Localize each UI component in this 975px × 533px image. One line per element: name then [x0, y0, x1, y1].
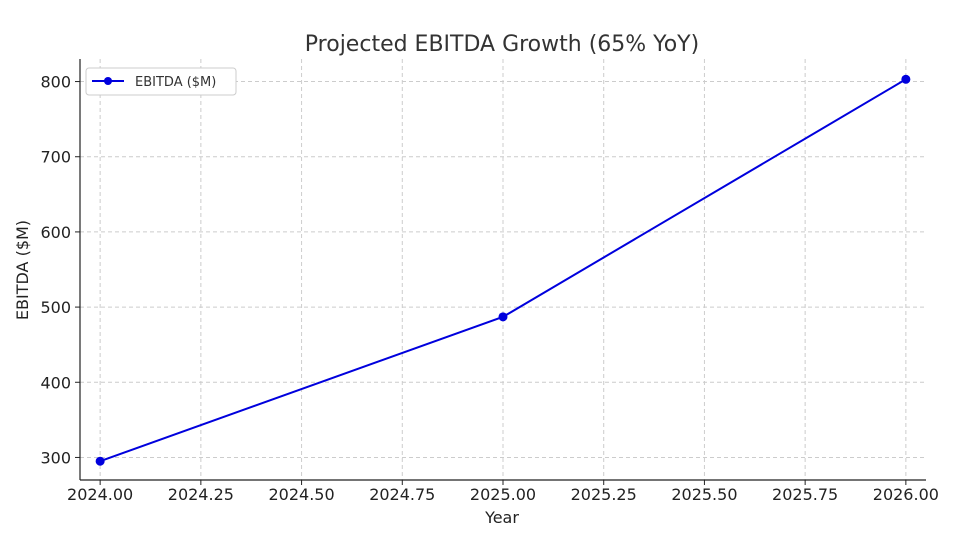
y-tick-label: 500: [40, 298, 71, 317]
data-point: [901, 74, 911, 84]
series-layer: [95, 74, 911, 466]
ticks: 2024.00 2024.25 2024.50 2024.75 2025.00 2025.…: [40, 73, 938, 504]
legend-box: [85, 67, 237, 96]
x-tick-label: 2025.00: [470, 485, 536, 504]
y-axis-label: EBITDA ($M): [13, 220, 32, 320]
x-tick-label: 2025.75: [772, 485, 838, 504]
x-tick-label: 2025.25: [571, 485, 637, 504]
y-tick-label: 600: [40, 223, 71, 242]
x-tick-label: 2025.50: [671, 485, 737, 504]
x-tick-label: 2024.50: [268, 485, 334, 504]
chart-title: Projected EBITDA Growth (65% YoY): [305, 32, 699, 57]
legend-marker: [104, 77, 112, 85]
data-point: [95, 456, 105, 466]
data-point: [498, 312, 508, 322]
y-tick-label: 400: [40, 373, 71, 392]
x-tick-label: 2024.00: [67, 485, 133, 504]
y-tick-label: 700: [40, 148, 71, 167]
x-tick-label: 2026.00: [873, 485, 939, 504]
y-tick-label: 300: [40, 448, 71, 467]
y-tick-label: 800: [40, 73, 71, 92]
grid: [80, 59, 926, 480]
x-tick-label: 2024.25: [168, 485, 234, 504]
legend: EBITDA ($M): [85, 67, 237, 96]
x-axis-label: Year: [484, 508, 519, 527]
x-tick-label: 2024.75: [369, 485, 435, 504]
legend-label: EBITDA ($M): [135, 75, 216, 90]
